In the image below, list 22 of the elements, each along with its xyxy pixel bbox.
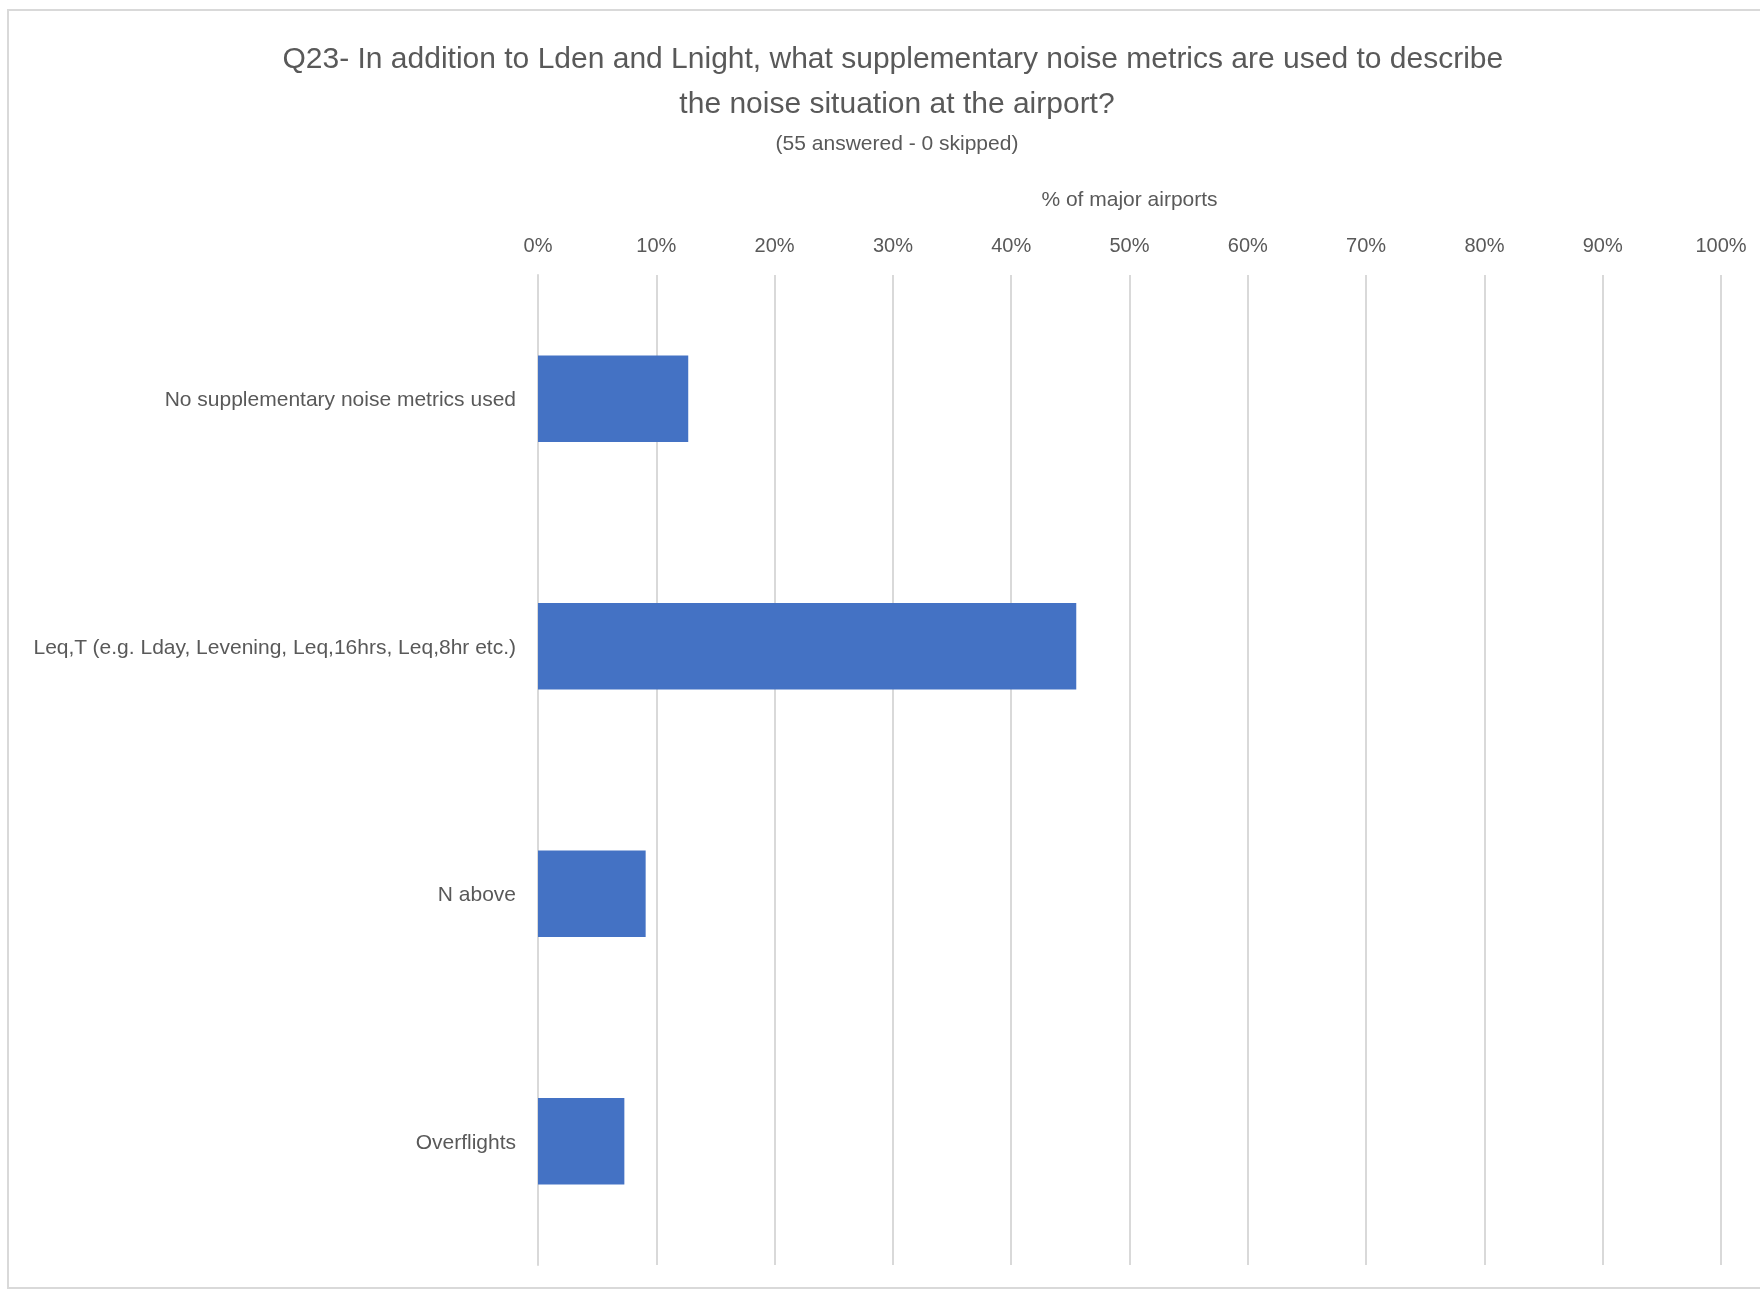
x-tick-label: 60% xyxy=(1227,234,1269,256)
y-tick-label: Leq,T (e.g. Lday, Levening, Leq,16hrs, Leq,8hr etc.) xyxy=(33,634,516,658)
bar xyxy=(538,355,689,443)
x-tick-label: 90% xyxy=(1582,234,1623,256)
x-tick-label: 100% xyxy=(1695,234,1747,256)
x-axis-title: % of major airports xyxy=(1041,187,1218,210)
bar xyxy=(538,602,1077,690)
x-tick-label: 40% xyxy=(991,234,1032,256)
y-tick-label: N above xyxy=(437,882,516,906)
x-tick-label: 70% xyxy=(1346,234,1387,256)
x-tick-label: 80% xyxy=(1464,234,1505,256)
x-tick-label: 20% xyxy=(754,234,795,256)
bar xyxy=(538,850,646,938)
y-tick-label: Overflights xyxy=(415,1129,516,1153)
bar xyxy=(538,1097,625,1185)
x-tick-label: 30% xyxy=(872,234,914,256)
chart-title: Q23- In addition to Lden and Lnight, what supplementary noise metrics are used to describe the noise situation at the airport? xyxy=(282,41,1512,119)
x-tick-label: 10% xyxy=(636,234,677,256)
x-tick-label: 0% xyxy=(523,234,553,256)
y-tick-label: No supplementary noise metrics used xyxy=(164,387,516,411)
x-tick-label: 50% xyxy=(1109,234,1150,256)
chart-subtitle: (55 answered - 0 skipped) xyxy=(775,130,1019,154)
